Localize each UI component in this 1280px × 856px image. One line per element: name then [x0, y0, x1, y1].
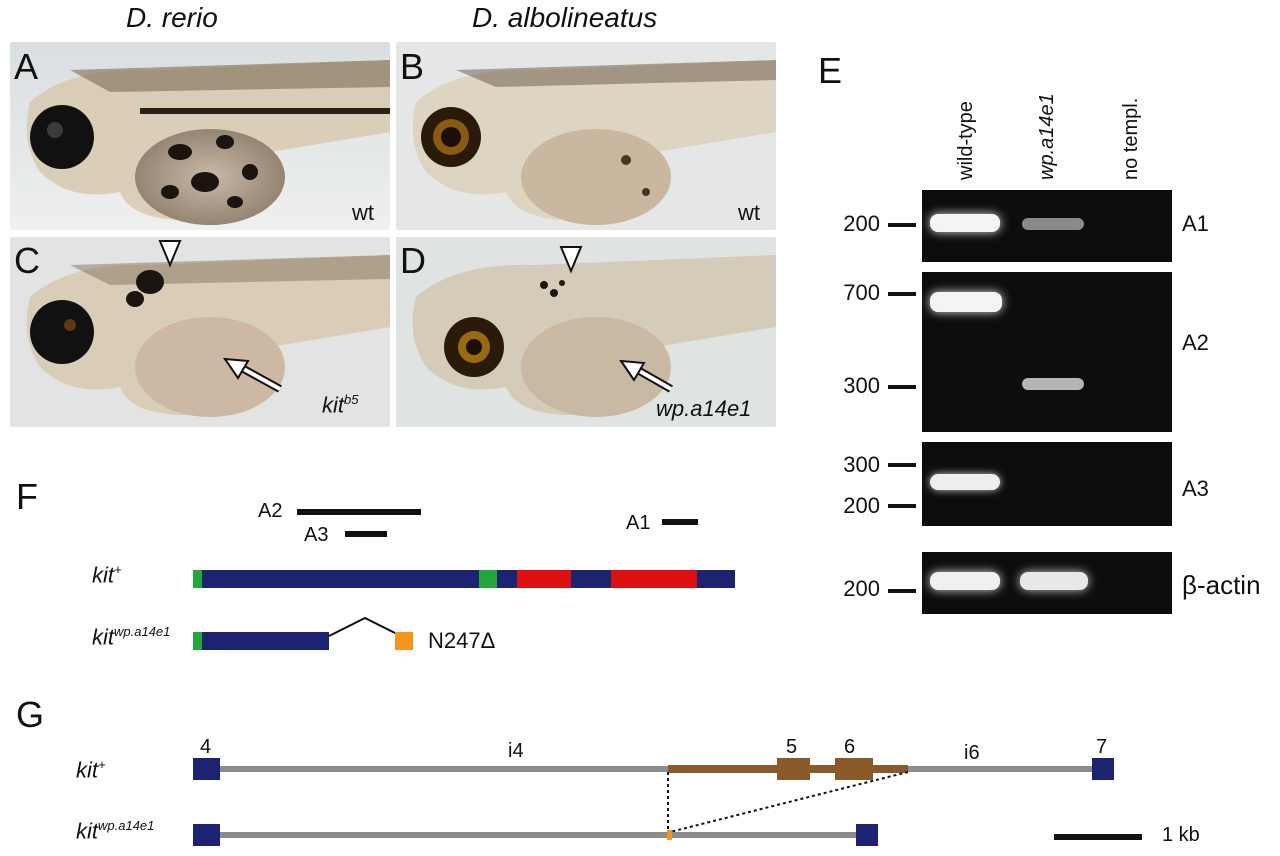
gene-label-wt: kit+ [76, 757, 106, 783]
band-a2-wildtype [930, 292, 1002, 312]
gene-label-mutant: kitwp.a14e1 [76, 818, 155, 844]
exon-box-6 [835, 758, 873, 780]
amplicon-label-a1: A1 [626, 512, 651, 534]
marker-tick [888, 385, 916, 389]
transcript-segment-green [479, 570, 497, 588]
genotype-label-b: wt [738, 200, 760, 225]
amplicon-label-a2: A2 [258, 500, 283, 522]
intron-label-i6: i6 [964, 742, 980, 764]
panel-letter-g: G [16, 694, 45, 735]
panel-letter-b: B [400, 46, 425, 87]
band-a1-mutant [1022, 218, 1084, 230]
marker-tick [888, 463, 916, 467]
scale-label: 1 kb [1162, 824, 1200, 846]
gel-strip-a3 [922, 442, 1172, 526]
photo-panel-a [10, 42, 390, 230]
amplicon-label-a3: A3 [304, 524, 329, 546]
marker-tick [888, 292, 916, 296]
panel-letter-c: C [14, 240, 40, 281]
genotype-label-c: kitb5 [322, 392, 359, 418]
band-actin-wildtype [930, 572, 1000, 590]
wp-mutant-larva-image [396, 237, 776, 427]
scale-bar [1054, 834, 1142, 840]
band-a3-wildtype [930, 474, 1000, 490]
transcript-segment-orange [395, 632, 413, 650]
band-a2-mutant [1022, 378, 1084, 390]
amplicon-bar-a3 [345, 531, 387, 537]
exon-label-7: 7 [1096, 736, 1108, 758]
exon-box-7 [1092, 758, 1114, 780]
exon-label-6: 6 [844, 736, 856, 758]
gel-strip-a1 [922, 190, 1172, 262]
marker-label: 700 [843, 280, 880, 305]
lane-label-wildtype: wild-type [955, 101, 977, 180]
exon-box-7-mutant [856, 824, 878, 846]
mutation-note: N247Δ [428, 628, 496, 653]
marker-label: 200 [843, 576, 880, 601]
junction-mark [667, 830, 672, 840]
transcript-wt [193, 570, 735, 588]
marker-label: 300 [843, 373, 880, 398]
photo-panel-d [396, 237, 776, 427]
kit-mutant-larva-image [10, 237, 390, 427]
panel-letter-a: A [14, 46, 39, 87]
albolineatus-larva-image [396, 42, 776, 230]
panel-letter-e: E [818, 50, 843, 91]
transcript-segment-green [193, 632, 202, 650]
panel-letter-f: F [16, 476, 38, 517]
intron-line-wt [220, 766, 668, 772]
exon-box-4 [193, 758, 220, 780]
species-label-rerio: D. rerio [126, 2, 218, 33]
amplicon-bar-a1 [662, 519, 698, 525]
lane-label-mutant: wp.a14e1 [1036, 93, 1058, 180]
band-actin-mutant [1020, 572, 1088, 590]
gel-label-actin: β-actin [1182, 570, 1261, 600]
deletion-guides [667, 771, 909, 833]
genotype-label-d: wp.a14e1 [656, 396, 752, 421]
transcript-segment-green [193, 570, 202, 588]
zebrafish-larva-image [10, 42, 390, 230]
genotype-label-a: wt [352, 200, 374, 225]
marker-tick [888, 504, 916, 508]
transcript-label-mutant: kitwp.a14e1 [92, 624, 171, 650]
exon-box-4-mutant [193, 824, 220, 846]
transcript-segment-red [611, 570, 697, 588]
exon-label-4: 4 [200, 736, 212, 758]
exon-label-5: 5 [786, 736, 798, 758]
intron-line-wt-i6 [908, 766, 1092, 772]
marker-label: 300 [843, 452, 880, 477]
marker-tick [888, 223, 916, 227]
exon-box-5 [777, 758, 810, 780]
lane-label-no-template: no templ. [1120, 97, 1142, 180]
gel-label-a1: A1 [1182, 211, 1209, 236]
gel-strip-actin [922, 552, 1172, 614]
gel-label-a2: A2 [1182, 330, 1209, 355]
intron-label-i4: i4 [508, 740, 524, 762]
photo-panel-c [10, 237, 390, 427]
transcript-segment-red [517, 570, 571, 588]
marker-label: 200 [843, 211, 880, 236]
splice-connector [328, 616, 402, 637]
photo-panel-b [396, 42, 776, 230]
transcript-mutant [193, 632, 329, 650]
amplicon-bar-a2 [297, 509, 421, 515]
band-a1-wildtype [930, 214, 1000, 232]
intron-line-mutant [220, 832, 856, 838]
transcript-label-wt: kit+ [92, 562, 122, 588]
marker-tick [888, 589, 916, 593]
panel-letter-d: D [400, 240, 426, 281]
gel-label-a3: A3 [1182, 476, 1209, 501]
marker-label: 200 [843, 493, 880, 518]
gel-strip-a2 [922, 272, 1172, 432]
species-label-albolineatus: D. albolineatus [472, 2, 658, 33]
